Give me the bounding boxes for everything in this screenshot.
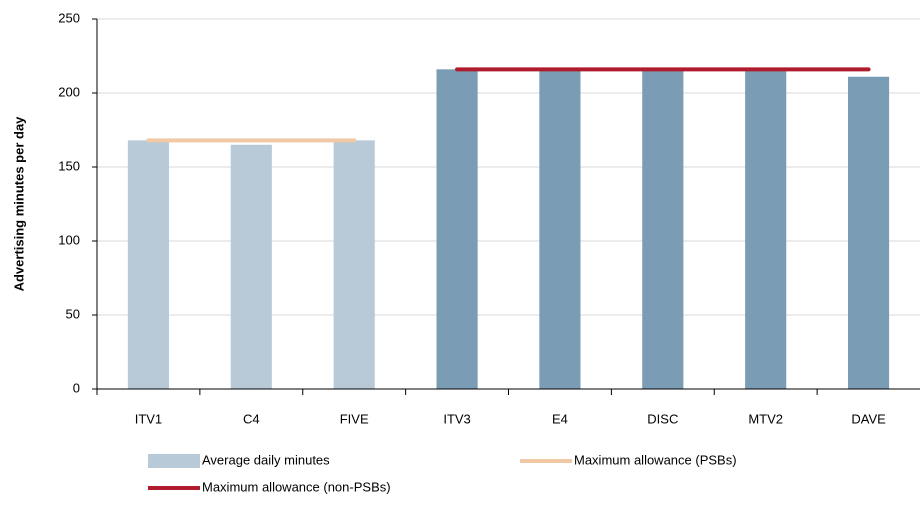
legend-label: Maximum allowance (non-PSBs) xyxy=(202,479,391,494)
bar xyxy=(127,140,170,389)
x-tick-label: MTV2 xyxy=(748,411,783,426)
x-tick-label: DAVE xyxy=(851,411,886,426)
bar xyxy=(642,69,684,389)
y-axis-label: Advertising minutes per day xyxy=(11,116,26,292)
x-tick-label: C4 xyxy=(243,411,260,426)
y-tick-label: 0 xyxy=(73,380,80,395)
legend-label: Maximum allowance (PSBs) xyxy=(574,452,737,467)
bar xyxy=(847,76,890,389)
y-tick-label: 50 xyxy=(66,306,80,321)
y-tick-label: 100 xyxy=(58,232,80,247)
legend-label: Average daily minutes xyxy=(202,452,330,467)
x-tick-label: FIVE xyxy=(340,411,369,426)
legend-swatch xyxy=(148,454,200,468)
bar xyxy=(745,69,787,389)
bar xyxy=(230,144,272,389)
y-tick-label: 150 xyxy=(58,158,80,173)
bar xyxy=(436,69,478,389)
x-tick-label: ITV1 xyxy=(135,411,162,426)
x-tick-label: ITV3 xyxy=(443,411,470,426)
y-tick-label: 250 xyxy=(58,10,80,25)
x-tick-label: E4 xyxy=(552,411,568,426)
y-tick-label: 200 xyxy=(58,84,80,99)
bar xyxy=(539,69,581,389)
bar xyxy=(333,140,375,389)
x-tick-label: DISC xyxy=(647,411,678,426)
